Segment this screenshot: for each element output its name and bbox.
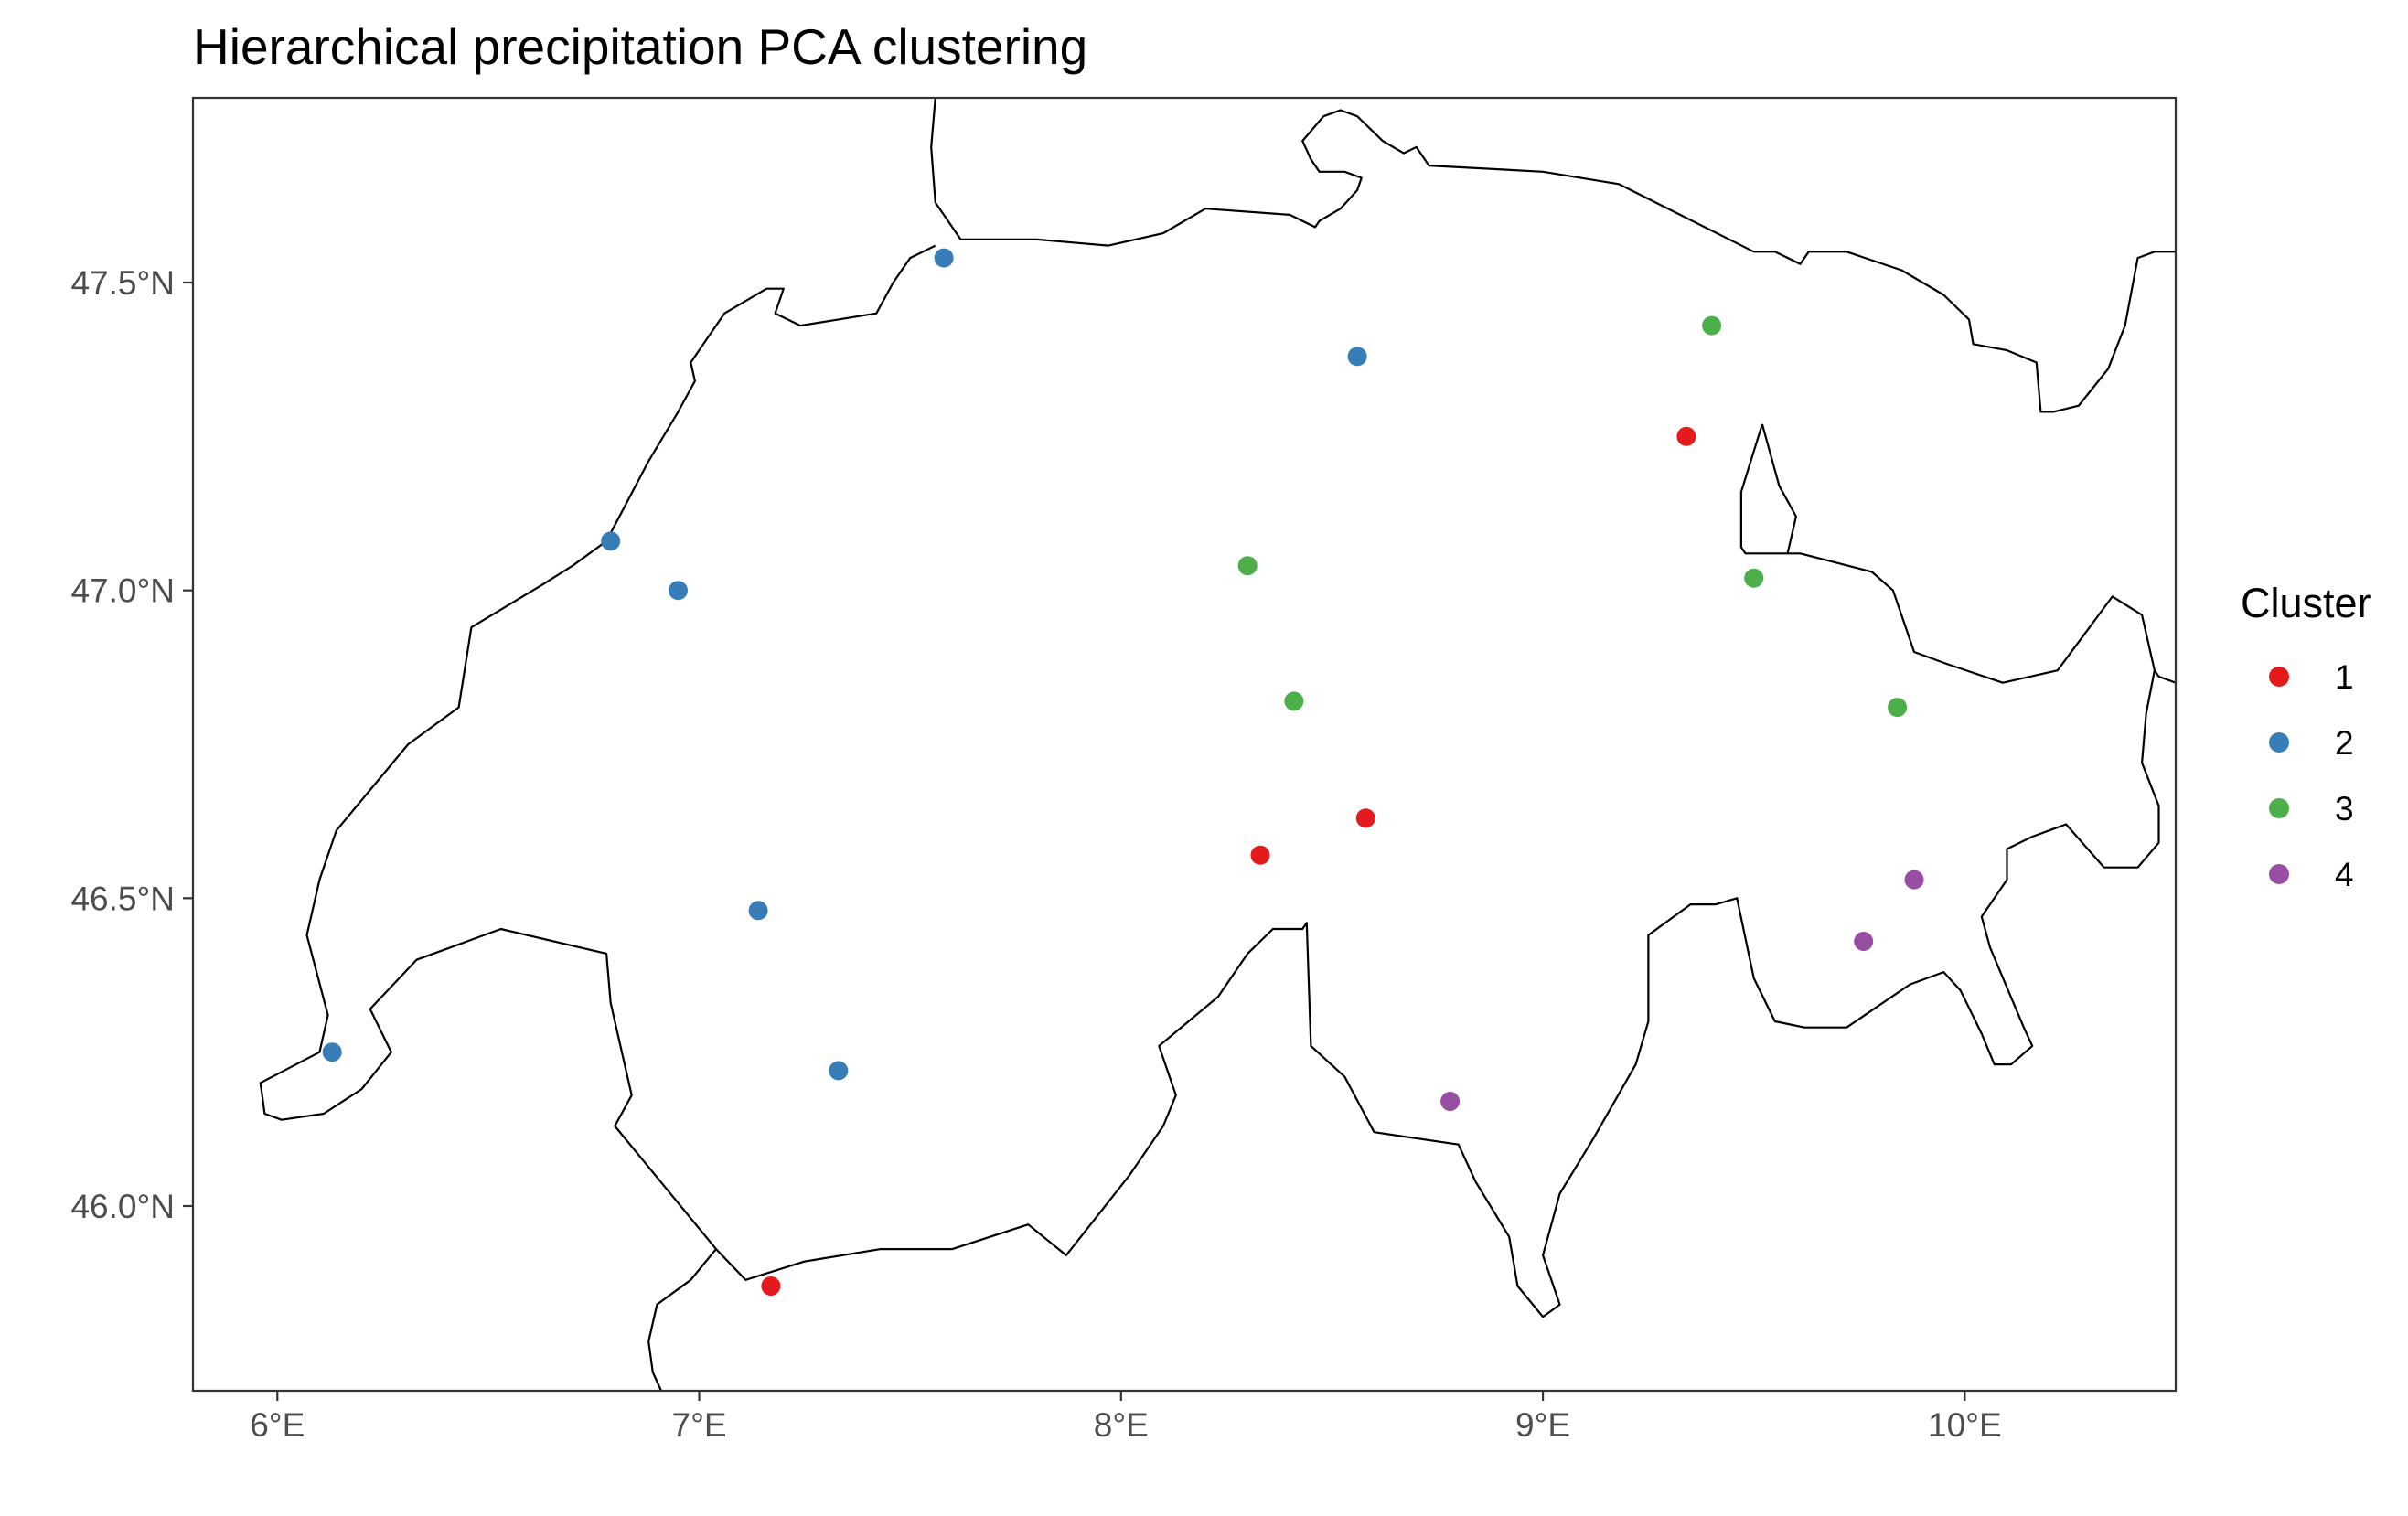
- legend-key: [2269, 798, 2289, 818]
- station-point-cluster-3: [1237, 556, 1258, 576]
- legend: Cluster 1 2 3 4: [2241, 580, 2371, 893]
- legend-label: 2: [2335, 724, 2354, 762]
- data-points: [322, 248, 1924, 1296]
- legend-key: [2269, 732, 2289, 753]
- station-point-cluster-4: [1440, 1092, 1461, 1111]
- station-point-cluster-2: [1347, 347, 1367, 367]
- legend-label: 1: [2335, 658, 2354, 696]
- y-tick-label: 47.5°N: [70, 264, 175, 302]
- legend-item-4: 4: [2269, 856, 2354, 893]
- border-line-1: [930, 98, 2176, 413]
- country-borders: [259, 98, 2176, 1391]
- station-point-cluster-4: [1904, 870, 1924, 890]
- x-tick-label: 6°E: [250, 1406, 305, 1444]
- station-point-cluster-3: [1888, 698, 1908, 718]
- station-point-cluster-4: [1854, 932, 1874, 951]
- border-line-4: [2153, 669, 2176, 684]
- legend-item-2: 2: [2269, 724, 2354, 762]
- legend-key: [2269, 667, 2289, 687]
- y-axis: 46.0°N 46.5°N 47.0°N 47.5°N: [70, 264, 193, 1225]
- station-point-cluster-1: [1676, 426, 1696, 446]
- station-point-cluster-2: [601, 531, 621, 551]
- station-point-cluster-1: [1355, 808, 1375, 828]
- y-tick-label: 47.0°N: [70, 572, 175, 610]
- legend-label: 4: [2335, 856, 2354, 893]
- y-tick-label: 46.0°N: [70, 1188, 175, 1225]
- x-tick-label: 9°E: [1515, 1406, 1570, 1444]
- legend-item-3: 3: [2269, 790, 2354, 827]
- legend-title: Cluster: [2241, 580, 2371, 626]
- station-point-cluster-1: [761, 1276, 781, 1296]
- station-point-cluster-3: [1702, 315, 1722, 336]
- x-tick-label: 8°E: [1094, 1406, 1149, 1444]
- border-line-3: [1761, 423, 1797, 554]
- station-point-cluster-3: [1284, 691, 1304, 711]
- station-point-cluster-2: [934, 248, 954, 268]
- border-line-5: [647, 1248, 717, 1391]
- legend-key: [2269, 864, 2289, 884]
- station-point-cluster-2: [669, 581, 688, 601]
- y-tick-label: 46.5°N: [70, 880, 175, 917]
- legend-item-1: 1: [2269, 658, 2354, 696]
- plot-panel: [191, 96, 2178, 1393]
- x-tick-label: 10°E: [1928, 1406, 2002, 1444]
- x-axis: 6°E 7°E 8°E 9°E 10°E: [250, 1391, 2002, 1444]
- station-point-cluster-2: [322, 1042, 342, 1062]
- chart-title: Hierarchical precipitation PCA clusterin…: [193, 18, 1087, 75]
- station-point-cluster-2: [748, 901, 768, 921]
- station-point-cluster-2: [829, 1061, 849, 1081]
- border-line-2: [259, 244, 2160, 1318]
- station-point-cluster-1: [1250, 845, 1270, 865]
- legend-label: 3: [2335, 790, 2354, 827]
- station-point-cluster-3: [1744, 568, 1764, 588]
- x-tick-label: 7°E: [672, 1406, 727, 1444]
